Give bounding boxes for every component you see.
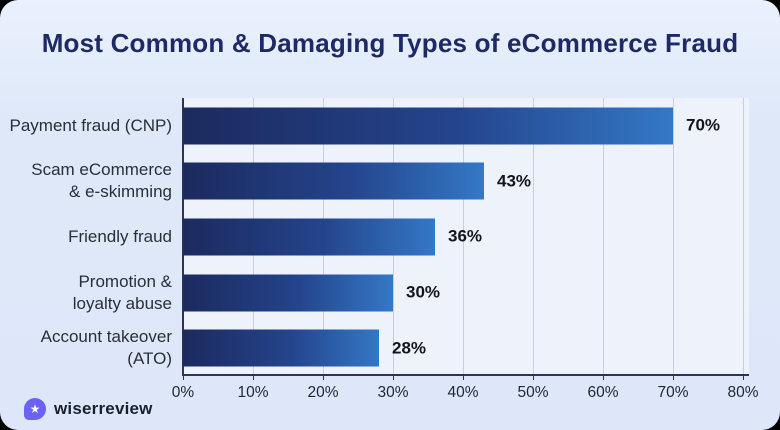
gridline bbox=[603, 98, 604, 376]
tick-mark bbox=[253, 376, 254, 380]
bar-value-label: 70% bbox=[686, 115, 721, 135]
bar-chart: Payment fraud (CNP) 70% Scam eCommerce &… bbox=[0, 98, 780, 380]
tick-mark bbox=[323, 376, 324, 380]
x-tick-label: 30% bbox=[377, 384, 409, 401]
gridline bbox=[533, 98, 534, 376]
x-tick-label: 60% bbox=[587, 384, 619, 401]
bar-value-label: 43% bbox=[497, 171, 532, 191]
x-axis-line bbox=[182, 374, 749, 376]
bar-row: Friendly fraud 36% bbox=[0, 209, 780, 265]
bar bbox=[183, 107, 673, 145]
bar-value-label: 36% bbox=[448, 226, 483, 246]
bar-row: Scam eCommerce & e-skimming 43% bbox=[0, 154, 780, 210]
category-label: Payment fraud (CNP) bbox=[9, 115, 173, 135]
tick-mark bbox=[463, 376, 464, 380]
brand-name: wiserreview bbox=[54, 399, 153, 418]
bar-track: 30% bbox=[183, 274, 743, 312]
gridline bbox=[673, 98, 674, 376]
bar bbox=[183, 162, 484, 200]
category-label: Friendly fraud bbox=[68, 226, 172, 246]
bar-row: Payment fraud (CNP) 70% bbox=[0, 98, 780, 154]
tick-mark bbox=[393, 376, 394, 380]
tick-mark bbox=[603, 376, 604, 380]
gridline bbox=[463, 98, 464, 376]
bar-track: 70% bbox=[183, 107, 743, 145]
bar-row: Account takeover (ATO) 28% bbox=[0, 320, 780, 376]
x-tick-label: 0% bbox=[171, 384, 195, 401]
category-label: Account takeover (ATO) bbox=[40, 327, 172, 369]
brand-footer: ★ wiserreview bbox=[24, 398, 153, 420]
x-tick-label: 80% bbox=[727, 384, 759, 401]
x-tick-label: 50% bbox=[517, 384, 549, 401]
bar bbox=[183, 329, 379, 367]
bar-track: 36% bbox=[183, 218, 743, 256]
category-label: Scam eCommerce & e-skimming bbox=[31, 160, 172, 202]
bar-track: 28% bbox=[183, 329, 743, 367]
category-label: Promotion & loyalty abuse bbox=[72, 271, 172, 313]
x-tick-label: 20% bbox=[307, 384, 339, 401]
bar-rows: Payment fraud (CNP) 70% Scam eCommerce &… bbox=[0, 98, 780, 376]
tick-mark bbox=[183, 376, 184, 380]
x-axis-tick-labels: 0% 10% 20% 30% 40% 50% 60% 70% 80% bbox=[172, 384, 759, 404]
bar bbox=[183, 274, 393, 312]
bar-row: Promotion & loyalty abuse 30% bbox=[0, 265, 780, 321]
chart-title: Most Common & Damaging Types of eCommerc… bbox=[41, 28, 739, 58]
tick-mark bbox=[743, 376, 744, 380]
x-tick-label: 70% bbox=[657, 384, 689, 401]
star-badge-icon: ★ bbox=[24, 398, 46, 420]
bar bbox=[183, 218, 435, 256]
bar-track: 43% bbox=[183, 162, 743, 200]
x-tick-label: 40% bbox=[447, 384, 479, 401]
bar-value-label: 28% bbox=[392, 338, 427, 358]
tick-mark bbox=[673, 376, 674, 380]
bar-value-label: 30% bbox=[406, 282, 441, 302]
gridline bbox=[743, 98, 744, 376]
tick-mark bbox=[533, 376, 534, 380]
x-tick-label: 10% bbox=[237, 384, 269, 401]
